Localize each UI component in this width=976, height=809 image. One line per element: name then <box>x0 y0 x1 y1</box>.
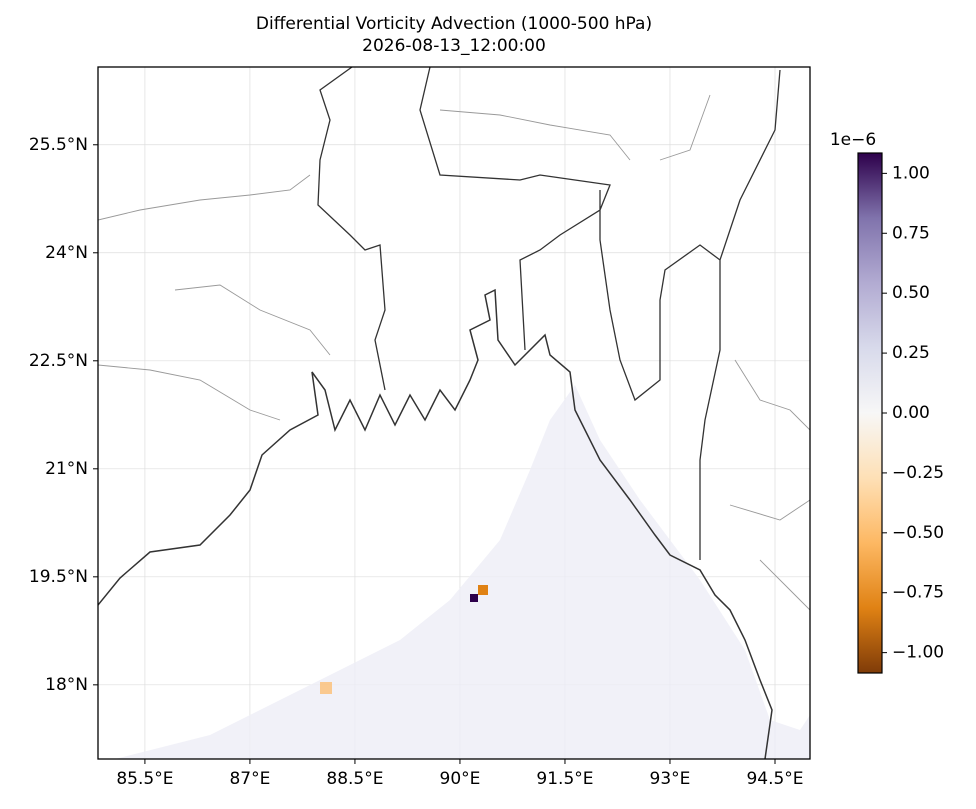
state-border <box>98 94 810 611</box>
x-tick-label: 93°E <box>650 769 691 789</box>
x-tick-label: 87°E <box>229 769 270 789</box>
colorbar-tick-label: 1.00 <box>892 163 930 183</box>
colorbar-tick-label: 0.75 <box>892 223 930 243</box>
map-layers <box>98 67 810 759</box>
y-tick-label: 25.5°N <box>29 135 88 155</box>
x-tick-label: 94.5°E <box>746 769 803 789</box>
coastline <box>98 288 773 759</box>
chart-title: Differential Vorticity Advection (1000-5… <box>256 14 652 34</box>
y-tick-label: 24°N <box>45 243 88 263</box>
x-tick-label: 88.5°E <box>326 769 383 789</box>
chart-subtitle: 2026-08-13_12:00:00 <box>362 36 546 56</box>
colorbar-tick-label: −1.00 <box>892 643 944 663</box>
x-tick-label: 91.5°E <box>536 769 593 789</box>
x-tick-label: 85.5°E <box>116 769 173 789</box>
colorbar-tick-label: −0.50 <box>892 523 944 543</box>
colorbar-tick-label: −0.75 <box>892 583 944 603</box>
colorbar-tick-label: 0.50 <box>892 283 930 303</box>
y-tick-label: 21°N <box>45 459 88 479</box>
y-tick-label: 18°N <box>45 675 88 695</box>
field-area <box>115 385 810 759</box>
y-tick-label: 19.5°N <box>29 567 88 587</box>
field-spot <box>320 682 332 694</box>
x-tick-label: 90°E <box>440 769 481 789</box>
map-frame <box>97 66 811 760</box>
colorbar-multiplier: 1e−6 <box>830 130 876 150</box>
y-tick-label: 22.5°N <box>29 351 88 371</box>
colorbar <box>857 152 883 674</box>
field-spot <box>470 594 478 602</box>
colorbar-tick-label: 0.25 <box>892 343 930 363</box>
field-spot <box>478 585 488 595</box>
colorbar-tick-label: −0.25 <box>892 463 944 483</box>
colorbar-tick-label: 0.00 <box>892 403 930 423</box>
country-border <box>317 67 781 560</box>
